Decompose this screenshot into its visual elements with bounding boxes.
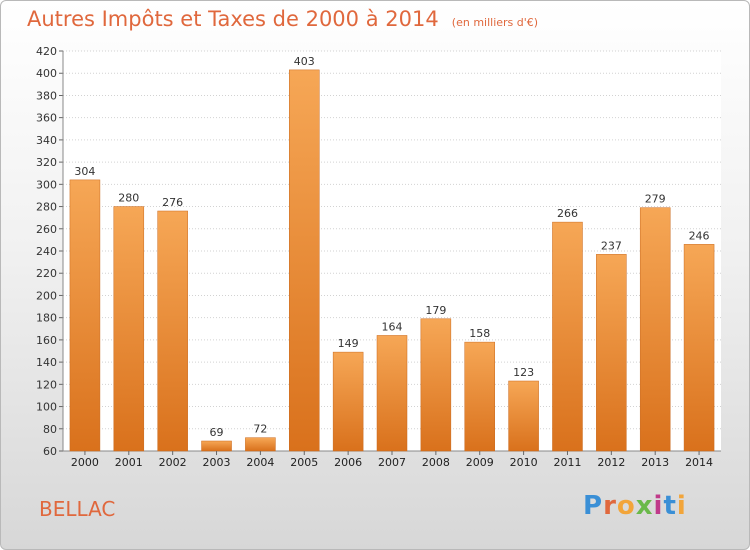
bar-value-label: 164 <box>382 320 403 333</box>
logo-letter: t <box>663 491 677 521</box>
y-tick-label: 340 <box>36 134 57 147</box>
x-tick-label: 2004 <box>246 456 274 469</box>
x-tick-label: 2000 <box>71 456 99 469</box>
x-tick-label: 2011 <box>553 456 581 469</box>
bar-value-label: 246 <box>689 229 710 242</box>
proxiti-logo: Proxiti <box>583 491 687 521</box>
bar <box>639 207 671 452</box>
bar-value-label: 280 <box>118 192 139 205</box>
y-tick-label: 380 <box>36 89 57 102</box>
y-tick-label: 400 <box>36 67 57 80</box>
y-tick-label: 360 <box>36 112 57 125</box>
title-row: Autres Impôts et Taxes de 2000 à 2014 (e… <box>27 7 538 31</box>
x-tick-label: 2014 <box>685 456 713 469</box>
y-tick-label: 240 <box>36 245 57 258</box>
y-tick-label: 180 <box>36 312 57 325</box>
bar <box>69 179 101 452</box>
bar <box>508 380 539 452</box>
bar <box>464 341 495 452</box>
y-tick-label: 140 <box>36 356 57 369</box>
bar-value-label: 149 <box>338 337 359 350</box>
y-tick-label: 260 <box>36 223 57 236</box>
x-tick-label: 2006 <box>334 456 362 469</box>
bar <box>596 254 627 452</box>
bar-value-label: 72 <box>253 423 267 436</box>
y-tick-label: 120 <box>36 378 57 391</box>
bar <box>245 437 276 452</box>
x-tick-label: 2009 <box>466 456 494 469</box>
y-tick-label: 200 <box>36 289 57 302</box>
y-tick-label: 220 <box>36 267 57 280</box>
bar-value-label: 403 <box>294 55 315 68</box>
chart-title: Autres Impôts et Taxes de 2000 à 2014 <box>27 7 439 31</box>
x-tick-label: 2001 <box>115 456 143 469</box>
bar-value-label: 237 <box>601 239 622 252</box>
y-tick-label: 320 <box>36 156 57 169</box>
y-tick-label: 60 <box>43 445 57 458</box>
bar <box>552 221 583 452</box>
x-tick-label: 2008 <box>422 456 450 469</box>
bar-value-label: 179 <box>425 304 446 317</box>
bar <box>201 440 232 452</box>
bar <box>289 69 320 452</box>
logo-letter: i <box>653 491 664 521</box>
place-name: BELLAC <box>39 497 116 521</box>
x-tick-label: 2007 <box>378 456 406 469</box>
chart-subtitle: (en milliers d'€) <box>451 16 539 29</box>
bar <box>157 210 188 452</box>
bar <box>683 244 715 452</box>
bar-value-label: 304 <box>74 165 95 178</box>
y-tick-label: 420 <box>36 45 57 58</box>
bar <box>420 318 452 452</box>
bar <box>332 351 364 452</box>
x-tick-label: 2003 <box>203 456 231 469</box>
x-tick-label: 2002 <box>159 456 187 469</box>
x-tick-label: 2013 <box>641 456 669 469</box>
logo-letter: r <box>603 491 617 521</box>
logo-letter: o <box>616 491 636 521</box>
bar <box>113 206 145 452</box>
bar-value-label: 279 <box>645 193 666 206</box>
x-tick-label: 2012 <box>597 456 625 469</box>
bar-value-label: 123 <box>513 366 534 379</box>
logo-letter: x <box>635 491 654 521</box>
bar <box>376 335 408 452</box>
logo-letter: P <box>583 491 604 521</box>
y-tick-label: 300 <box>36 178 57 191</box>
logo-letter: i <box>676 491 687 521</box>
y-tick-label: 100 <box>36 401 57 414</box>
y-tick-label: 280 <box>36 201 57 214</box>
bar-value-label: 69 <box>210 426 224 439</box>
x-tick-label: 2005 <box>290 456 318 469</box>
bar-value-label: 266 <box>557 207 578 220</box>
bar-value-label: 158 <box>469 327 490 340</box>
y-tick-label: 80 <box>43 423 57 436</box>
bar-value-label: 276 <box>162 196 183 209</box>
y-tick-label: 160 <box>36 334 57 347</box>
x-tick-label: 2010 <box>510 456 538 469</box>
